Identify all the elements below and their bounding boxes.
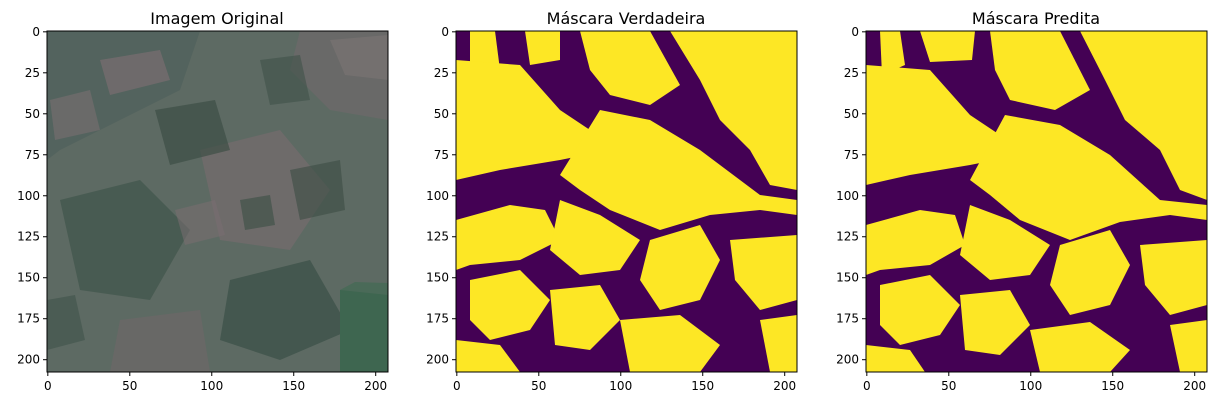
- panel-true-mask: Máscara Verdadeira 0 50 100: [426, 9, 798, 393]
- panel-original: Imagem Original 0 50 100 150 200 0 25 50 75 100 1…: [17, 9, 389, 393]
- x-tick-label: 150: [282, 379, 305, 393]
- y-tick-label: 50: [25, 107, 40, 121]
- y-tick-label: 200: [426, 353, 449, 367]
- y-axis: 0 25 50 75 100 125 150 175 200: [17, 25, 47, 367]
- x-axis: 0 50 100 150 200: [863, 372, 1206, 393]
- y-tick-label: 0: [851, 25, 859, 39]
- y-tick-label: 125: [426, 230, 449, 244]
- y-tick-label: 0: [441, 25, 449, 39]
- y-tick-label: 150: [17, 271, 40, 285]
- y-tick-label: 200: [17, 353, 40, 367]
- y-tick-label: 150: [426, 271, 449, 285]
- y-tick-label: 75: [434, 148, 449, 162]
- y-axis: 0 25 50 75 100 125 150 175 200: [426, 25, 456, 367]
- x-tick-label: 200: [1183, 379, 1206, 393]
- x-tick-label: 200: [773, 379, 796, 393]
- x-axis: 0 50 100 150 200: [453, 372, 796, 393]
- y-tick-label: 0: [32, 25, 40, 39]
- y-tick-label: 100: [17, 189, 40, 203]
- y-tick-label: 25: [844, 66, 859, 80]
- panel-predicted-mask: Máscara Predita 0 50 100 150: [836, 9, 1208, 393]
- x-tick-label: 50: [531, 379, 546, 393]
- satellite-image: [47, 31, 388, 372]
- plot-frame: [865, 30, 1208, 373]
- y-tick-label: 100: [426, 189, 449, 203]
- y-tick-label: 125: [836, 230, 859, 244]
- x-tick-label: 0: [453, 379, 461, 393]
- x-tick-label: 100: [200, 379, 223, 393]
- y-tick-label: 175: [17, 312, 40, 326]
- x-tick-label: 50: [122, 379, 137, 393]
- y-tick-label: 100: [836, 189, 859, 203]
- y-tick-label: 25: [25, 66, 40, 80]
- y-tick-label: 25: [434, 66, 449, 80]
- y-tick-label: 175: [426, 312, 449, 326]
- y-axis: 0 25 50 75 100 125 150 175 200: [836, 25, 866, 367]
- x-tick-label: 100: [1019, 379, 1042, 393]
- y-tick-label: 75: [25, 148, 40, 162]
- x-tick-label: 150: [1101, 379, 1124, 393]
- y-tick-label: 75: [844, 148, 859, 162]
- y-tick-label: 125: [17, 230, 40, 244]
- x-axis: 0 50 100 150 200: [44, 372, 387, 393]
- panel-title: Máscara Verdadeira: [547, 9, 706, 28]
- panel-title: Máscara Predita: [972, 9, 1100, 28]
- y-tick-label: 200: [836, 353, 859, 367]
- y-tick-label: 50: [434, 107, 449, 121]
- predicted-mask-image: [866, 31, 1207, 372]
- x-tick-label: 150: [691, 379, 714, 393]
- x-tick-label: 50: [941, 379, 956, 393]
- plot-frame: [455, 30, 798, 373]
- y-tick-label: 50: [844, 107, 859, 121]
- true-mask-image: [456, 31, 797, 372]
- y-tick-label: 150: [836, 271, 859, 285]
- y-tick-label: 175: [836, 312, 859, 326]
- x-tick-label: 0: [44, 379, 52, 393]
- x-tick-label: 0: [863, 379, 871, 393]
- panel-title: Imagem Original: [150, 9, 283, 28]
- x-tick-label: 200: [364, 379, 387, 393]
- x-tick-label: 100: [609, 379, 632, 393]
- plot-frame: [46, 30, 389, 373]
